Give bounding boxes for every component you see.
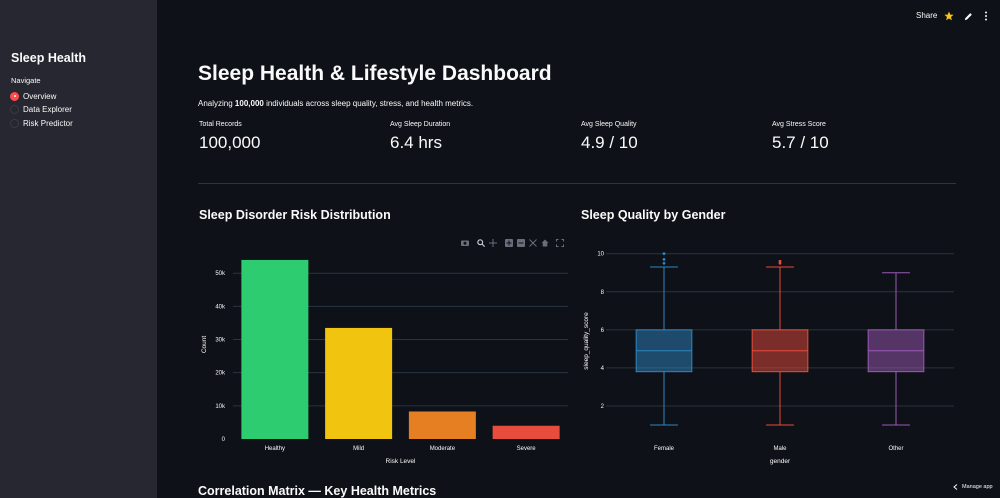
y-tick-label: 20k [215, 371, 226, 377]
metric-total-records: Total Records 100,000 [199, 121, 260, 153]
bar-severe [492, 425, 560, 439]
nav-item-label: Data Explorer [23, 104, 72, 114]
zoom-in-icon[interactable] [504, 238, 513, 247]
y-axis-label: Count [201, 336, 208, 354]
metric-value: 5.7 / 10 [772, 133, 829, 152]
metric-value: 4.9 / 10 [581, 133, 638, 152]
x-axis-label: gender [770, 458, 791, 465]
metric-value: 100,000 [199, 133, 261, 152]
metric-label: Avg Sleep Duration [390, 121, 451, 128]
autoscale-icon[interactable] [528, 238, 537, 247]
y-tick-label: 40k [215, 304, 226, 310]
metric-label: Avg Sleep Quality [581, 121, 637, 128]
gender-chart-title: Sleep Quality by Gender [581, 208, 726, 222]
x-tick-label: Moderate [430, 446, 456, 452]
outlier-male [778, 259, 782, 263]
x-tick-label: Mild [353, 446, 364, 452]
divider [198, 183, 956, 184]
chevron-left-icon [953, 484, 958, 490]
home-icon[interactable] [540, 238, 549, 247]
bar-healthy [241, 259, 309, 439]
page-title: Sleep Health & Lifestyle Dashboard [198, 62, 552, 85]
page-subtitle: Analyzing 100,000 individuals across sle… [198, 99, 474, 108]
radio-selected-icon [10, 91, 19, 101]
nav-item-risk-predictor[interactable]: Risk Predictor [10, 117, 73, 129]
x-tick-label: Female [654, 446, 675, 452]
y-tick-label: 8 [601, 290, 605, 296]
star-icon[interactable] [942, 9, 956, 23]
y-tick-label: 50k [215, 271, 226, 277]
y-tick-label: 10 [597, 252, 604, 258]
sidebar-title: Sleep Health [11, 51, 87, 65]
y-tick-label: 2 [601, 404, 605, 410]
x-tick-label: Male [773, 446, 787, 452]
x-tick-label: Severe [517, 446, 537, 452]
manage-app-label: Manage app [962, 484, 993, 490]
risk-distribution-chart: 0 10k 20k 30k 40k 50k Healthy Mild Moderate Sever… [201, 259, 568, 465]
x-tick-label: Other [888, 446, 903, 452]
sleep-quality-box-chart: 2 4 6 8 10 Female Male Other gender sleep_quality… [583, 252, 954, 465]
fullscreen-icon[interactable] [555, 238, 564, 247]
metric-avg-sleep-duration: Avg Sleep Duration 6.4 hrs [390, 121, 450, 153]
outlier-female [662, 261, 666, 265]
nav-label: Navigate [11, 76, 41, 85]
risk-chart-title: Sleep Disorder Risk Distribution [199, 208, 391, 222]
edit-icon[interactable] [961, 9, 975, 23]
pan-icon[interactable] [488, 238, 497, 247]
outlier-female [662, 252, 666, 256]
metric-avg-sleep-quality: Avg Sleep Quality 4.9 / 10 [581, 121, 638, 153]
radio-unselected-icon [10, 118, 19, 128]
y-tick-label: 10k [215, 404, 226, 410]
zoom-out-icon[interactable] [516, 238, 525, 247]
zoom-icon[interactable] [476, 238, 485, 247]
y-tick-label: 0 [222, 437, 226, 443]
y-tick-label: 6 [601, 328, 605, 334]
sidebar: Sleep Health Navigate Overview Data Expl… [0, 0, 157, 498]
metric-label: Total Records [199, 121, 242, 128]
metric-value: 6.4 hrs [390, 133, 442, 152]
metric-avg-stress-score: Avg Stress Score 5.7 / 10 [772, 121, 829, 153]
x-tick-label: Healthy [265, 446, 285, 452]
share-button[interactable]: Share [916, 11, 938, 20]
manage-app-button[interactable]: Manage app [953, 484, 993, 490]
y-tick-label: 30k [215, 338, 226, 344]
nav-item-label: Overview [23, 91, 57, 101]
metric-label: Avg Stress Score [772, 121, 826, 128]
y-axis-label: sleep_quality_score [583, 312, 590, 370]
x-axis-label: Risk Level [386, 458, 417, 465]
correlation-matrix-title: Correlation Matrix — Key Health Metrics [198, 484, 437, 498]
nav-item-overview[interactable]: Overview [10, 90, 56, 102]
more-vertical-icon[interactable] [979, 9, 993, 23]
radio-unselected-icon [10, 104, 19, 114]
nav-item-data-explorer[interactable]: Data Explorer [10, 103, 72, 115]
nav-item-label: Risk Predictor [23, 118, 73, 128]
bar-moderate [408, 411, 476, 439]
chart-modebar [460, 238, 564, 247]
bar-mild [325, 327, 393, 439]
outlier-female [662, 258, 666, 261]
y-tick-label: 4 [601, 366, 605, 372]
camera-icon[interactable] [460, 238, 469, 247]
